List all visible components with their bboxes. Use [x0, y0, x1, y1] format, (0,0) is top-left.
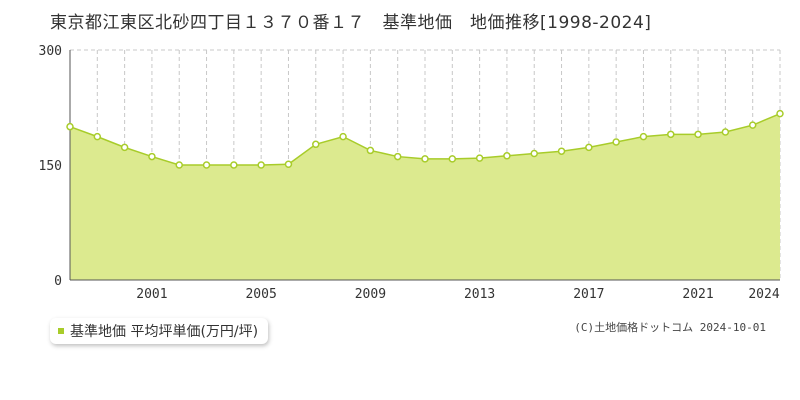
label-layer: 0 150 300 2001 2005 2009 2013 2017 2021 2024	[39, 44, 780, 302]
data-point	[120, 143, 129, 152]
data-point	[585, 143, 593, 152]
data-point	[721, 128, 730, 136]
data-point	[312, 140, 320, 149]
y-tick-label: 300	[39, 44, 62, 59]
data-point	[393, 152, 402, 161]
data-point	[448, 155, 457, 163]
data-point	[366, 146, 375, 155]
data-point	[257, 161, 265, 169]
data-point	[694, 130, 702, 139]
x-tick-label: 2001	[136, 287, 167, 302]
area-fill	[70, 113, 780, 280]
marker-layer	[66, 109, 784, 169]
x-tick-label: 2017	[573, 287, 604, 302]
data-point	[667, 130, 675, 139]
chart-title: 東京都江東区北砂四丁目１３７０番１７ 基準地価 地価推移[1998-2024]	[50, 13, 652, 33]
data-point	[612, 138, 620, 146]
data-point	[284, 160, 293, 168]
x-tick-label: 2005	[245, 287, 276, 302]
axis-layer	[69, 50, 780, 281]
data-point	[175, 161, 183, 169]
data-point	[776, 109, 784, 118]
data-point	[202, 161, 211, 169]
legend: 基準地価 平均坪単価(万円/坪)	[50, 318, 269, 344]
data-point	[475, 154, 484, 162]
data-point	[339, 132, 347, 141]
data-point	[503, 152, 511, 160]
x-tick-label: 2009	[355, 287, 386, 302]
y-tick-label: 150	[39, 159, 62, 174]
x-tick-label: 2024	[748, 287, 779, 302]
data-point	[148, 152, 156, 161]
legend-label: 基準地価 平均坪単価(万円/坪)	[70, 324, 259, 340]
data-point	[230, 161, 238, 169]
legend-swatch-icon	[58, 328, 64, 334]
data-point	[93, 132, 102, 141]
data-point	[530, 149, 538, 158]
data-point	[748, 121, 757, 129]
data-point	[421, 155, 429, 163]
copyright-text: (C)土地価格ドットコム 2024-10-01	[574, 321, 766, 334]
data-point	[66, 122, 74, 131]
x-tick-label: 2013	[464, 287, 495, 302]
area-layer	[69, 112, 781, 280]
y-tick-label: 0	[54, 274, 62, 289]
data-point	[639, 132, 648, 141]
x-tick-label: 2021	[682, 287, 713, 302]
data-point	[557, 147, 566, 155]
